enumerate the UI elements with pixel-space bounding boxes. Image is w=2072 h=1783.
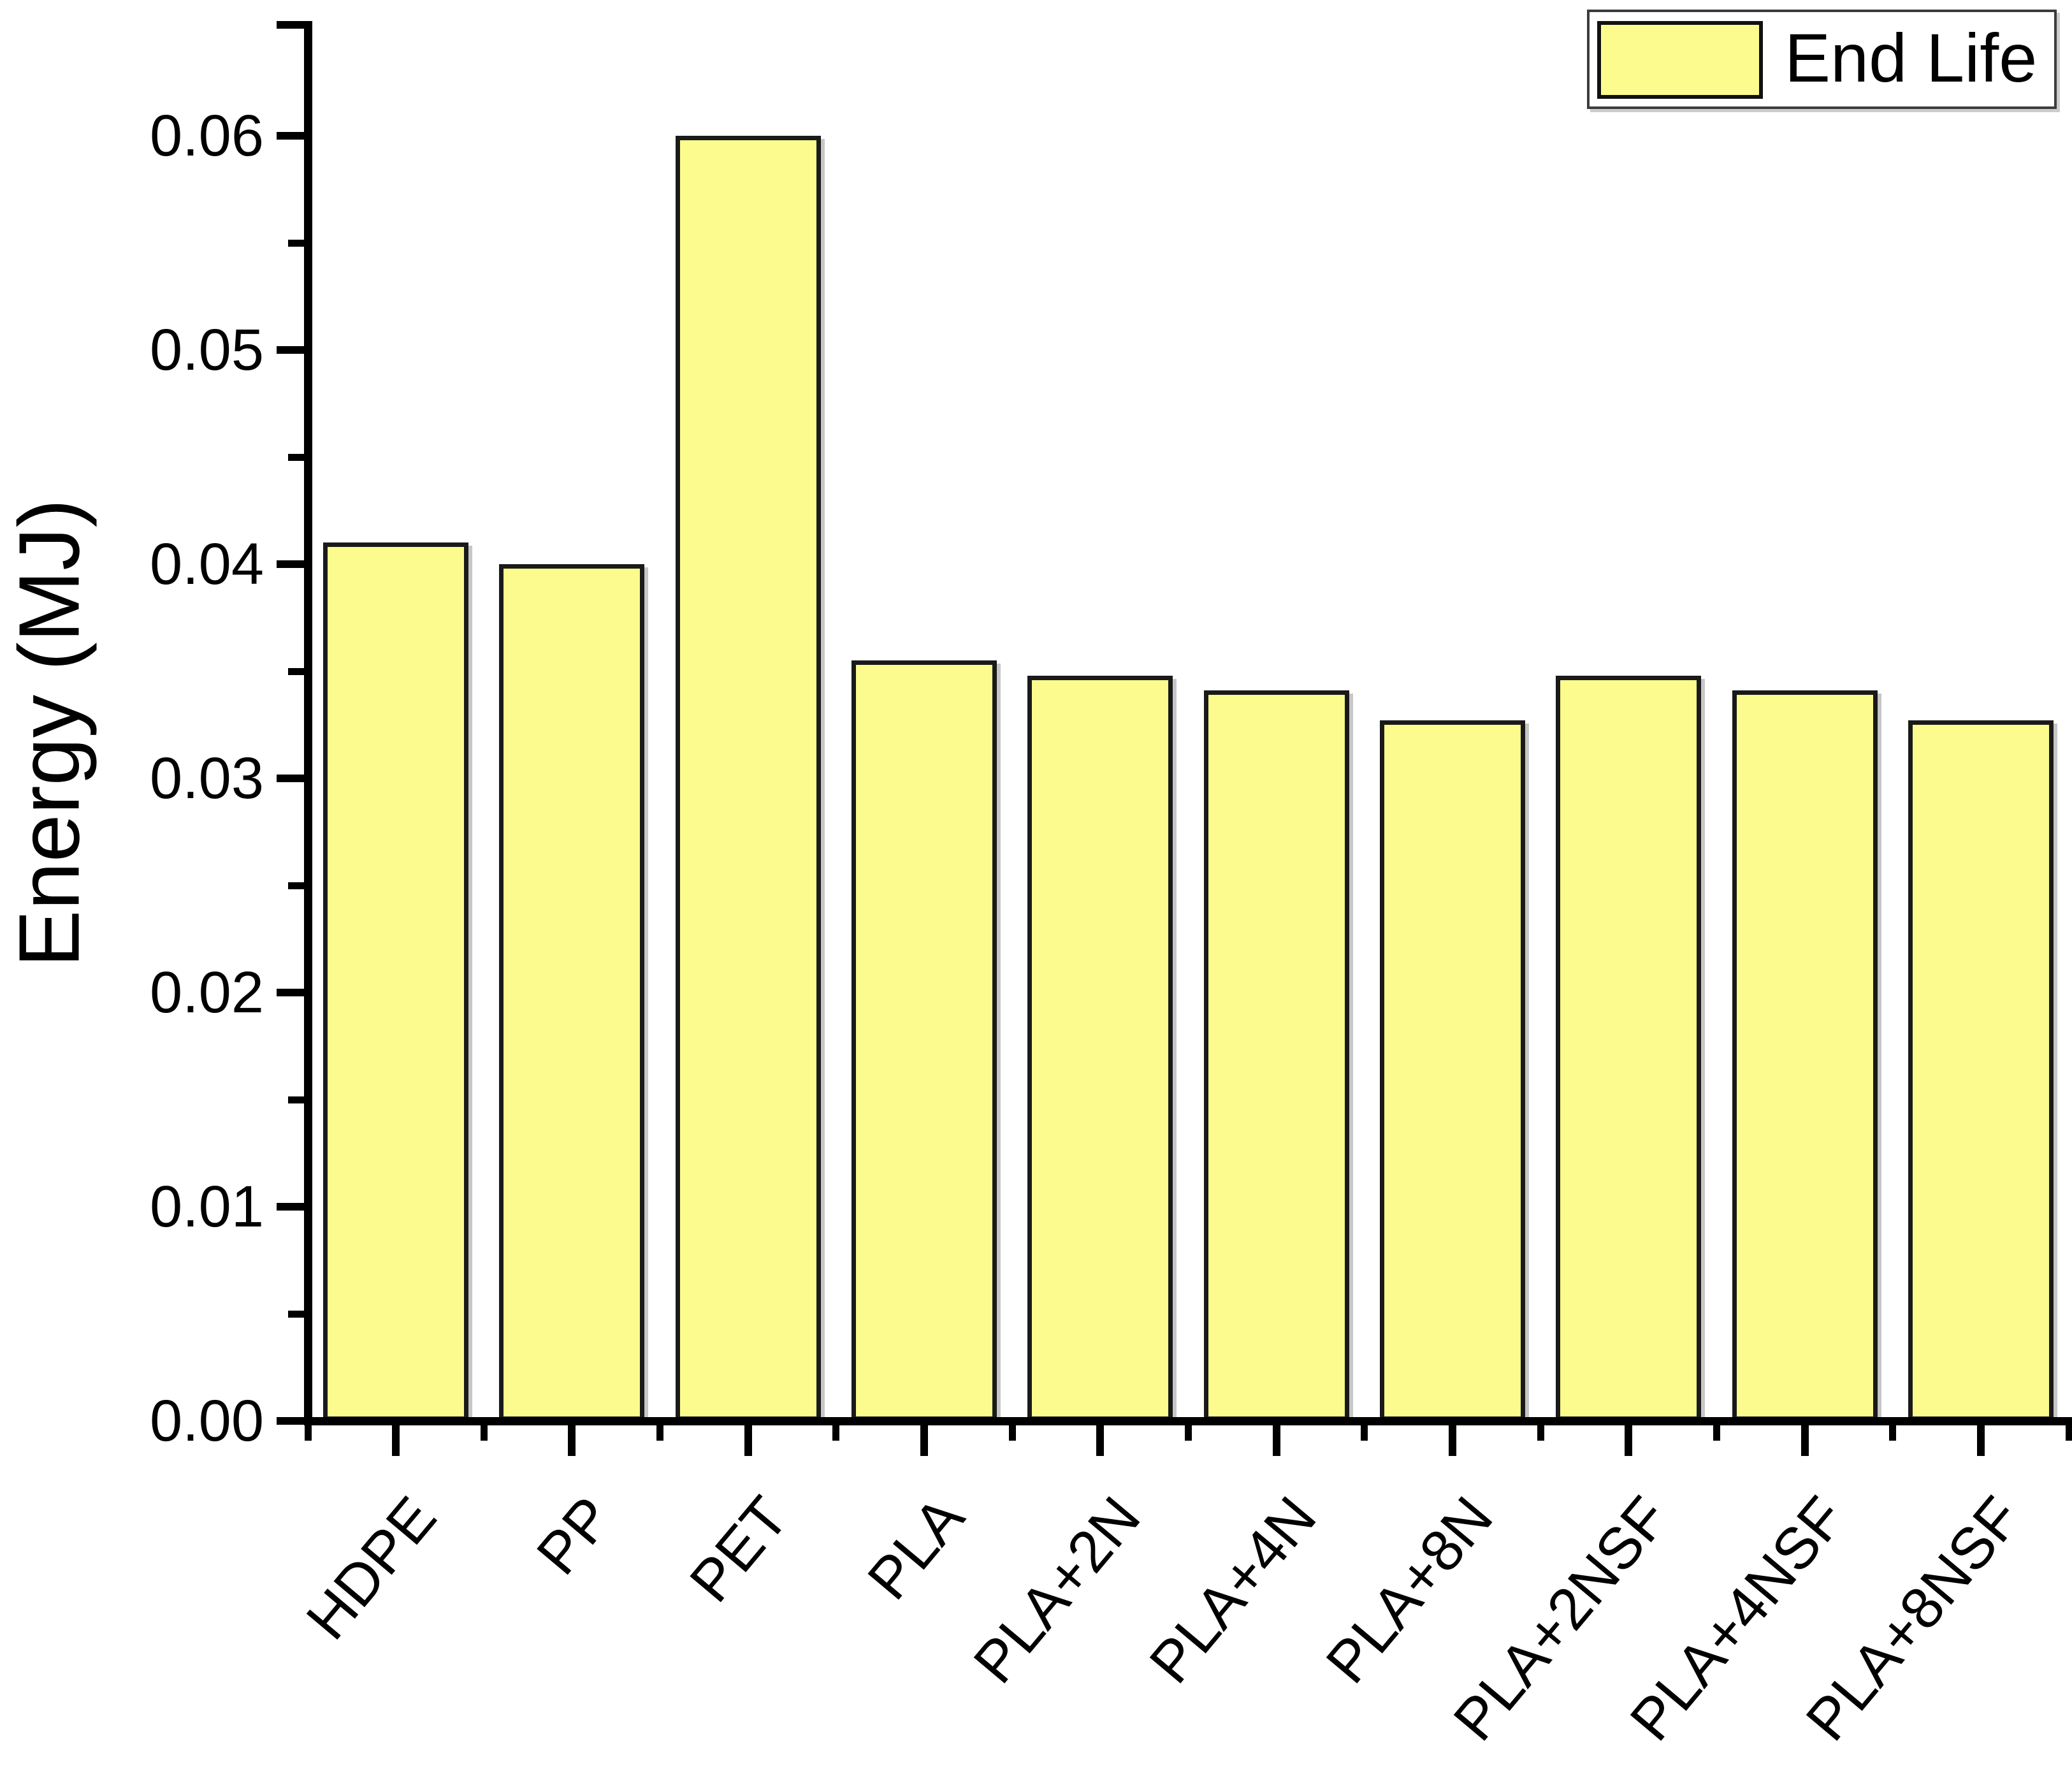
- y-minor-tick: [288, 1096, 308, 1103]
- y-minor-tick: [288, 1311, 308, 1318]
- y-minor-tick: [288, 882, 308, 889]
- x-category-label-PP: PP: [524, 1485, 625, 1587]
- x-major-tick: [1448, 1425, 1456, 1456]
- x-major-tick: [568, 1425, 576, 1456]
- y-major-tick: [277, 346, 308, 354]
- y-major-tick: [277, 989, 308, 996]
- x-category-label-PLA+4N: PLA+4N: [1137, 1485, 1329, 1696]
- y-tick-label: 0.06: [149, 103, 264, 168]
- bar-PET: [675, 136, 821, 1421]
- bar-PLA+8N: [1379, 720, 1525, 1421]
- x-category-label-PLA+8N: PLA+8N: [1314, 1485, 1505, 1696]
- y-major-tick: [277, 132, 308, 140]
- x-major-tick: [1272, 1425, 1280, 1456]
- legend: End Life: [1587, 10, 2057, 109]
- bar-HDPE: [323, 542, 469, 1421]
- x-major-tick: [920, 1425, 929, 1456]
- x-category-label-HDPE: HDPE: [294, 1485, 449, 1652]
- x-minor-tick: [1537, 1425, 1544, 1441]
- y-tick-label: 0.01: [149, 1174, 264, 1239]
- y-axis-end-tick: [277, 21, 308, 29]
- y-major-tick: [277, 1417, 308, 1425]
- x-axis-line: [303, 1416, 2072, 1425]
- y-tick-label: 0.03: [149, 746, 264, 811]
- y-minor-tick: [288, 240, 308, 247]
- x-major-tick: [1976, 1425, 1985, 1456]
- bar-PLA+2NSF: [1556, 675, 1702, 1421]
- y-tick-label: 0.00: [149, 1388, 264, 1453]
- bar-PLA+2N: [1027, 675, 1173, 1421]
- x-minor-tick: [656, 1425, 664, 1441]
- x-minor-tick: [2065, 1425, 2072, 1441]
- bar-PLA+4NSF: [1732, 690, 1878, 1421]
- legend-swatch-end-life: [1597, 21, 1763, 99]
- y-major-tick: [277, 1203, 308, 1211]
- y-major-tick: [277, 560, 308, 568]
- x-minor-tick: [480, 1425, 488, 1441]
- bar-PP: [499, 564, 645, 1421]
- x-minor-tick: [1185, 1425, 1192, 1441]
- bar-PLA: [851, 660, 997, 1421]
- legend-label-end-life: End Life: [1785, 19, 2038, 96]
- y-minor-tick: [288, 668, 308, 675]
- x-major-tick: [1800, 1425, 1809, 1456]
- y-major-tick: [277, 775, 308, 782]
- x-category-label-PLA+2N: PLA+2N: [961, 1485, 1153, 1696]
- bar-PLA+4N: [1203, 690, 1349, 1421]
- x-minor-tick: [1361, 1425, 1368, 1441]
- x-major-tick: [744, 1425, 752, 1456]
- x-minor-tick: [832, 1425, 840, 1441]
- bar-PLA+8NSF: [1908, 720, 2054, 1421]
- x-minor-tick: [1889, 1425, 1897, 1441]
- y-tick-label: 0.05: [149, 317, 264, 382]
- x-category-label-PLA: PLA: [855, 1485, 977, 1612]
- y-tick-label: 0.02: [149, 960, 264, 1025]
- x-major-tick: [1625, 1425, 1633, 1456]
- x-minor-tick: [1008, 1425, 1016, 1441]
- x-category-label-PET: PET: [677, 1485, 801, 1614]
- x-major-tick: [1096, 1425, 1105, 1456]
- x-minor-tick: [1713, 1425, 1720, 1441]
- y-minor-tick: [288, 454, 308, 461]
- y-axis-line: [303, 21, 312, 1425]
- x-minor-tick: [304, 1425, 312, 1441]
- y-tick-label: 0.04: [149, 532, 264, 597]
- x-major-tick: [392, 1425, 400, 1456]
